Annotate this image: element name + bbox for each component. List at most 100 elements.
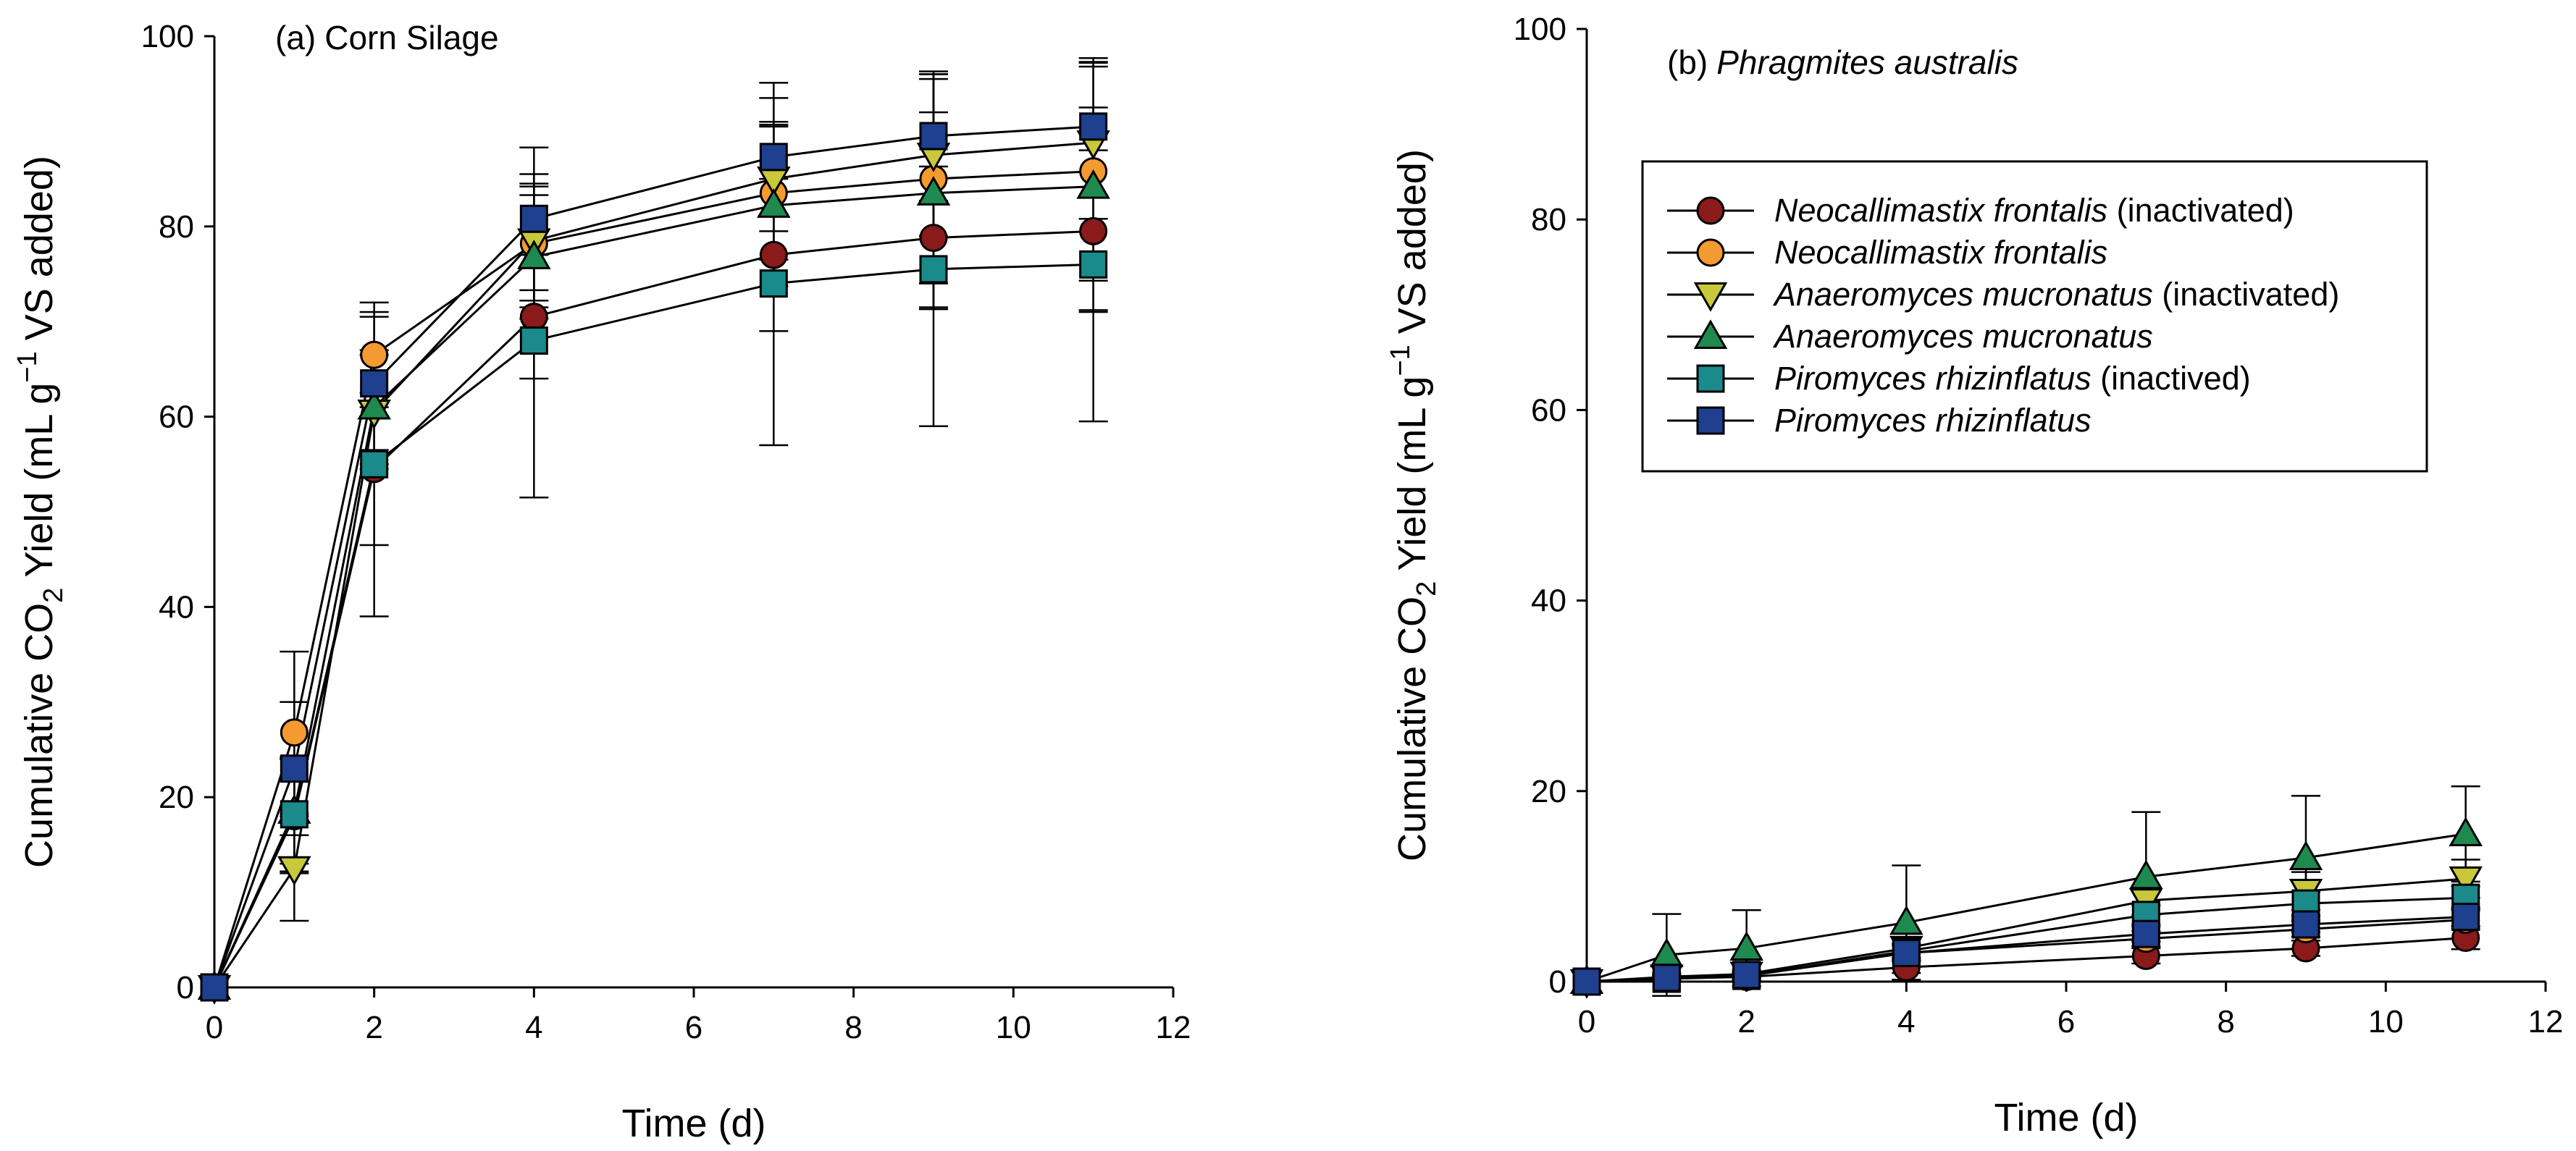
data-point bbox=[916, 176, 951, 206]
y-axis-title-superscript: −1 bbox=[12, 351, 43, 382]
legend-species: Piromyces rhizinflatus bbox=[1774, 402, 2092, 439]
series-line bbox=[213, 170, 1094, 988]
x-axis-title: Time (d) bbox=[622, 1102, 766, 1145]
data-point bbox=[200, 973, 229, 1002]
x-tick-label: 6 bbox=[2057, 1004, 2075, 1040]
x-tick-label: 2 bbox=[1737, 1004, 1755, 1040]
y-axis-title-part: Cumulative CO bbox=[17, 603, 61, 868]
legend-note: (inactived) bbox=[2092, 360, 2251, 397]
series-markers-3 bbox=[197, 169, 1110, 1000]
data-point bbox=[277, 856, 311, 886]
y-axis-title-part: VS added) bbox=[1390, 149, 1434, 345]
x-tick-label: 8 bbox=[844, 1010, 862, 1045]
legend-species: Neocallimastix frontalis bbox=[1774, 234, 2107, 271]
legend-note: (inactivated) bbox=[2153, 276, 2340, 313]
x-tick-label: 0 bbox=[1578, 1004, 1595, 1040]
data-point bbox=[2291, 910, 2320, 939]
series-line bbox=[213, 263, 1094, 988]
x-tick-label: 10 bbox=[996, 1010, 1031, 1045]
data-point bbox=[2129, 859, 2163, 890]
series-markers-0 bbox=[200, 216, 1108, 1002]
legend-marker bbox=[1696, 238, 1725, 267]
legend-species: Anaeromyces mucronatus bbox=[1772, 318, 2153, 355]
series-markers-5 bbox=[200, 112, 1108, 1002]
legend-label: Anaeromyces mucronatus (inactivated) bbox=[1772, 276, 2339, 313]
legend-marker bbox=[1693, 319, 1728, 350]
data-point bbox=[2288, 840, 2323, 870]
series-line bbox=[213, 229, 1094, 988]
y-axis-title-superscript: −1 bbox=[1385, 345, 1416, 376]
panel-title: (a) Corn Silage bbox=[275, 19, 499, 56]
data-point bbox=[280, 718, 309, 747]
legend: Neocallimastix frontalis (inactivated)Ne… bbox=[1641, 160, 2428, 473]
panel-b-phragmites-australis: 0 20 40 60 80 100 0 2 4 6 8 10 12 Time (d) Cumulative … bbox=[1385, 12, 2563, 1139]
y-axis-title-part: VS added) bbox=[17, 156, 61, 351]
y-axis-title-part: Yield (mL g bbox=[17, 383, 61, 588]
data-point bbox=[2451, 903, 2480, 932]
data-point bbox=[280, 800, 309, 829]
y-tick-label: 100 bbox=[1514, 12, 1566, 47]
x-tick-label: 0 bbox=[206, 1010, 223, 1045]
y-tick-label: 40 bbox=[1531, 583, 1566, 619]
data-point bbox=[280, 754, 309, 783]
data-point bbox=[517, 240, 551, 269]
x-axis-title: Time (d) bbox=[1994, 1096, 2139, 1139]
data-point bbox=[1079, 216, 1108, 245]
legend-note: (inactivated) bbox=[2107, 192, 2294, 229]
legend-marker bbox=[1693, 282, 1728, 312]
data-point bbox=[357, 389, 391, 420]
legend-marker bbox=[1696, 196, 1725, 225]
data-point bbox=[519, 204, 548, 233]
data-point bbox=[360, 450, 389, 478]
series-4 bbox=[1586, 885, 2480, 983]
series-1 bbox=[213, 61, 1108, 988]
series-markers-3 bbox=[1569, 817, 2483, 995]
x-tick-label: 12 bbox=[1156, 1010, 1191, 1045]
data-point bbox=[1076, 169, 1110, 199]
series-2 bbox=[213, 65, 1108, 988]
legend-marker bbox=[1696, 406, 1725, 435]
series-2 bbox=[1586, 859, 2480, 983]
y-tick-label: 0 bbox=[177, 970, 194, 1005]
x-tick-label: 4 bbox=[525, 1010, 542, 1045]
y-tick-label: 80 bbox=[1531, 202, 1566, 237]
legend-marker bbox=[1696, 364, 1725, 393]
series-5 bbox=[213, 56, 1108, 988]
y-tick-label: 40 bbox=[159, 589, 194, 625]
y-tick-label: 20 bbox=[159, 780, 194, 815]
y-tick-label: 80 bbox=[159, 209, 194, 245]
data-point bbox=[1892, 939, 1921, 968]
data-point bbox=[1079, 250, 1108, 279]
series-markers-5 bbox=[1572, 903, 2480, 996]
data-point bbox=[519, 303, 548, 332]
series-line bbox=[1586, 877, 2466, 983]
y-axis-title-subscript: 2 bbox=[1411, 581, 1442, 596]
panel-title: (b) Phragmites australis bbox=[1667, 43, 2018, 81]
y-axis-title-subscript: 2 bbox=[38, 588, 69, 603]
data-point bbox=[759, 143, 788, 172]
data-point bbox=[1652, 964, 1681, 992]
x-tick-label: 4 bbox=[1897, 1004, 1915, 1040]
panel-title-prefix: (b) bbox=[1667, 43, 1708, 81]
data-point bbox=[1572, 967, 1601, 996]
legend-label: Piromyces rhizinflatus bbox=[1774, 402, 2092, 439]
y-tick-label: 60 bbox=[159, 400, 194, 435]
data-point bbox=[919, 224, 948, 253]
legend-label: Neocallimastix frontalis (inactivated) bbox=[1774, 192, 2294, 229]
y-axis-title-part: Yield (mL g bbox=[1390, 376, 1434, 581]
data-point bbox=[360, 340, 389, 369]
y-tick-label: 0 bbox=[1549, 964, 1566, 1000]
data-point bbox=[759, 269, 788, 298]
panel-title-prefix: (a) bbox=[275, 19, 316, 56]
x-tick-label: 10 bbox=[2368, 1004, 2404, 1040]
series-line bbox=[1586, 896, 2466, 983]
y-axis-title: Cumulative CO2 Yield (mL g−1 VS added) bbox=[1385, 149, 1442, 861]
series-markers-0 bbox=[1572, 923, 2480, 996]
data-point bbox=[2131, 919, 2160, 948]
legend-label: Anaeromyces mucronatus bbox=[1772, 318, 2153, 355]
panel-a-corn-silage: 0 20 40 60 80 100 0 2 4 6 8 10 12 Time (d) Cumulative … bbox=[12, 19, 1191, 1145]
series-4 bbox=[213, 106, 1108, 988]
series-3 bbox=[213, 62, 1108, 988]
data-point bbox=[2449, 866, 2483, 896]
data-point bbox=[919, 122, 948, 151]
